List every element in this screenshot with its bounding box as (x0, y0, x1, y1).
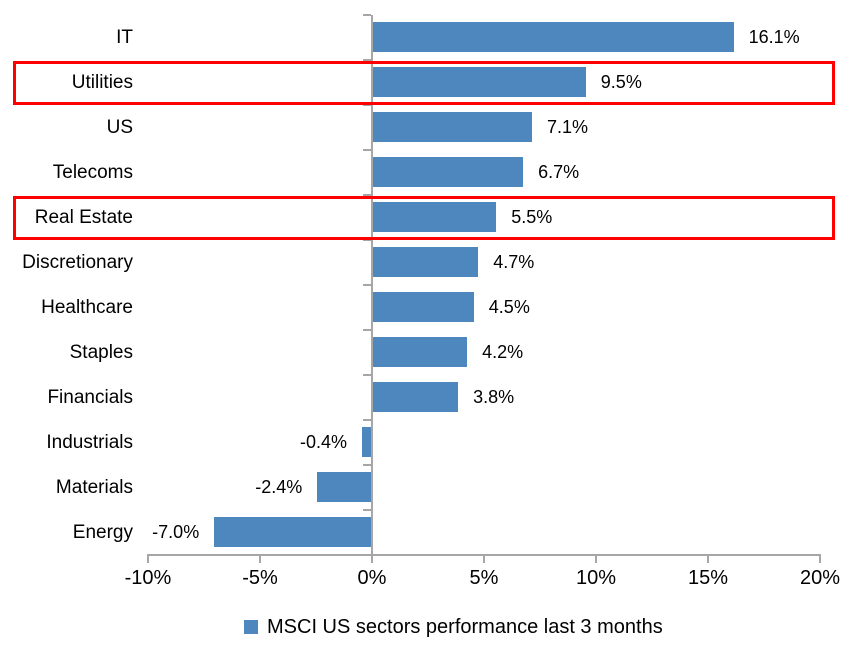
category-label: Financials (47, 386, 133, 408)
highlight-box-utilities (13, 61, 835, 105)
x-axis-tick (371, 554, 373, 563)
category-label: Utilities (71, 71, 133, 93)
value-label: -0.4% (300, 432, 348, 452)
bar (373, 67, 586, 97)
category-label: US (106, 116, 133, 138)
x-axis-tick (147, 554, 149, 563)
bar (373, 247, 479, 277)
y-axis-tick (363, 284, 371, 286)
category-label: Discretionary (22, 251, 133, 273)
value-label: 4.2% (482, 342, 524, 362)
legend-swatch-icon (244, 620, 258, 634)
category-label: Telecoms (52, 161, 133, 183)
value-label: 6.7% (538, 162, 580, 182)
y-axis-tick (363, 329, 371, 331)
legend-label: MSCI US sectors performance last 3 month… (267, 615, 663, 638)
y-axis-tick (363, 374, 371, 376)
y-axis-tick (363, 149, 371, 151)
x-tick-label: 0% (357, 567, 387, 589)
y-axis-tick (363, 59, 371, 61)
category-label: Energy (72, 521, 133, 543)
x-tick-label: 20% (799, 567, 841, 589)
value-label: 4.7% (493, 252, 535, 272)
y-axis-tick (363, 509, 371, 511)
bar (362, 427, 371, 457)
category-label: Real Estate (34, 206, 133, 228)
x-tick-label: -10% (124, 567, 172, 589)
value-label: 3.8% (473, 387, 515, 407)
category-label: Staples (69, 341, 133, 363)
y-axis-tick (363, 239, 371, 241)
y-axis-line (371, 15, 373, 556)
x-axis-tick (819, 554, 821, 563)
category-label: Healthcare (41, 296, 133, 318)
bar (373, 202, 497, 232)
bar (373, 22, 734, 52)
bar (373, 337, 468, 367)
bar (373, 112, 533, 142)
y-axis-tick (363, 419, 371, 421)
value-label: 4.5% (488, 297, 530, 317)
bar (214, 517, 371, 547)
x-axis-tick (259, 554, 261, 563)
x-tick-label: -5% (242, 567, 278, 589)
category-label: IT (116, 26, 133, 48)
highlight-box-real-estate (13, 196, 835, 240)
x-axis-tick (595, 554, 597, 563)
value-label: 5.5% (511, 207, 553, 227)
y-axis-tick (363, 104, 371, 106)
value-label: -7.0% (152, 522, 200, 542)
x-tick-label: 10% (575, 567, 617, 589)
x-tick-label: 15% (687, 567, 729, 589)
category-label: Industrials (46, 431, 133, 453)
bar (373, 382, 459, 412)
bar (373, 157, 524, 187)
bar (373, 292, 474, 322)
y-axis-tick (363, 194, 371, 196)
value-label: 9.5% (600, 72, 642, 92)
x-tick-label: 5% (469, 567, 499, 589)
x-axis-tick (483, 554, 485, 563)
y-axis-tick (363, 464, 371, 466)
x-axis-tick (707, 554, 709, 563)
value-label: 7.1% (547, 117, 589, 137)
value-label: 16.1% (748, 27, 800, 47)
chart-legend: MSCI US sectors performance last 3 month… (244, 614, 663, 640)
category-label: Materials (55, 476, 133, 498)
value-label: -2.4% (255, 477, 303, 497)
y-axis-tick (363, 14, 371, 16)
bar (317, 472, 371, 502)
